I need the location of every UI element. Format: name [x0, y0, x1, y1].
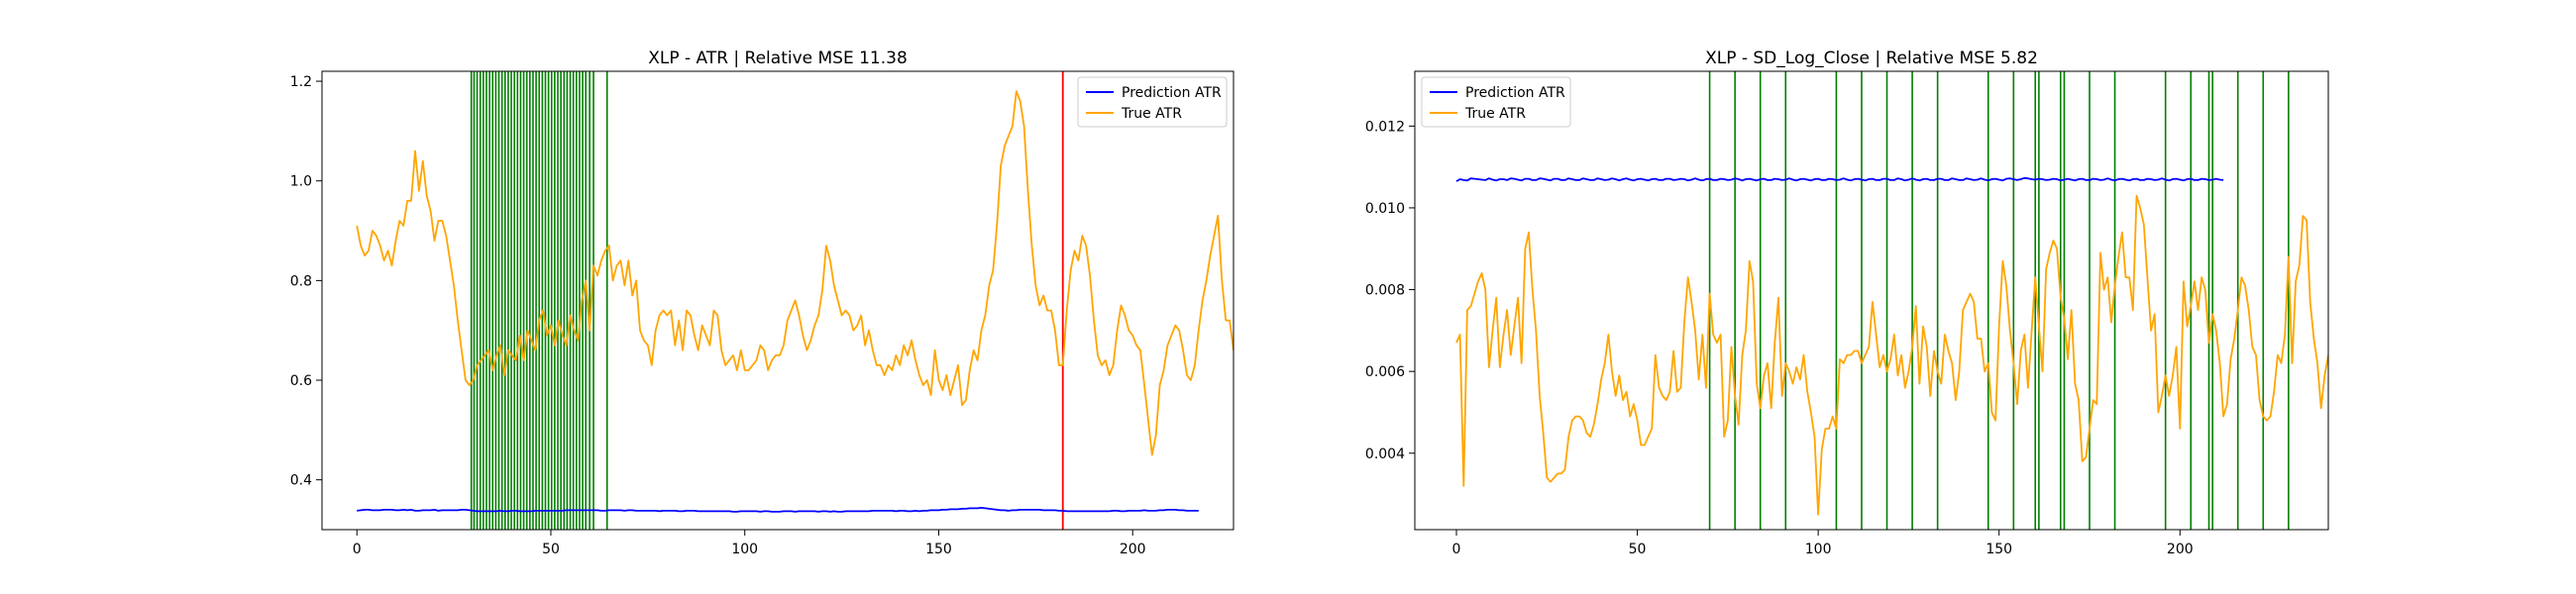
- y-tick-label: 0.010: [1365, 201, 1405, 217]
- sd-log-close-chart: XLP - SD_Log_Close | Relative MSE 5.82 0…: [1365, 49, 2329, 557]
- y-tick-label: 1.0: [290, 174, 312, 190]
- axes-frame: [1414, 70, 2329, 531]
- x-tick-label: 50: [1629, 542, 1647, 557]
- y-tick-label: 0.008: [1365, 283, 1405, 299]
- legend-label: True ATR: [1464, 106, 1526, 122]
- legend-label: True ATR: [1121, 106, 1182, 122]
- x-tick-label: 0: [1452, 542, 1461, 557]
- y-tick-label: 0.6: [290, 373, 312, 389]
- x-tick-label: 100: [1805, 542, 1832, 557]
- x-tick-label: 50: [542, 542, 560, 557]
- x-tick-label: 150: [1986, 542, 2012, 557]
- x-tick-label: 200: [1120, 542, 1146, 557]
- series-line-prediction-atr: [357, 507, 1199, 513]
- legend: Prediction ATR True ATR: [1077, 76, 1228, 128]
- chart-title: XLP - SD_Log_Close | Relative MSE 5.82: [1705, 49, 2038, 68]
- atr-chart: XLP - ATR | Relative MSE 11.38 0 50 100 150…: [290, 49, 1234, 557]
- legend-label: Prediction ATR: [1122, 85, 1222, 101]
- axes-frame: [321, 70, 1234, 531]
- series-line-true-atr: [1455, 194, 2328, 516]
- plot-area: 0 50 100 150 200 0.004 0.006 0.008 0.010 0.012 Pre…: [1365, 70, 2329, 557]
- chart-title: XLP - ATR | Relative MSE 11.38: [648, 49, 908, 68]
- y-tick-label: 1.2: [290, 74, 312, 90]
- x-tick-label: 100: [731, 542, 758, 557]
- y-tick-label: 0.8: [290, 273, 312, 289]
- y-tick-label: 0.012: [1365, 119, 1405, 135]
- x-tick-label: 200: [2167, 542, 2194, 557]
- series-line-true-atr: [356, 90, 1234, 456]
- x-tick-label: 0: [353, 542, 362, 557]
- x-tick-label: 150: [925, 542, 952, 557]
- legend-label: Prediction ATR: [1465, 85, 1565, 101]
- y-tick-label: 0.004: [1365, 446, 1405, 462]
- plot-area: 0 50 100 150 200 0.4 0.6 0.8 1.0 1.2 Prediction AT…: [290, 70, 1234, 557]
- legend: Prediction ATR True ATR: [1421, 76, 1571, 128]
- y-tick-label: 0.006: [1365, 364, 1405, 380]
- series-line-prediction-atr: [1455, 176, 2224, 182]
- y-tick-label: 0.4: [290, 473, 312, 489]
